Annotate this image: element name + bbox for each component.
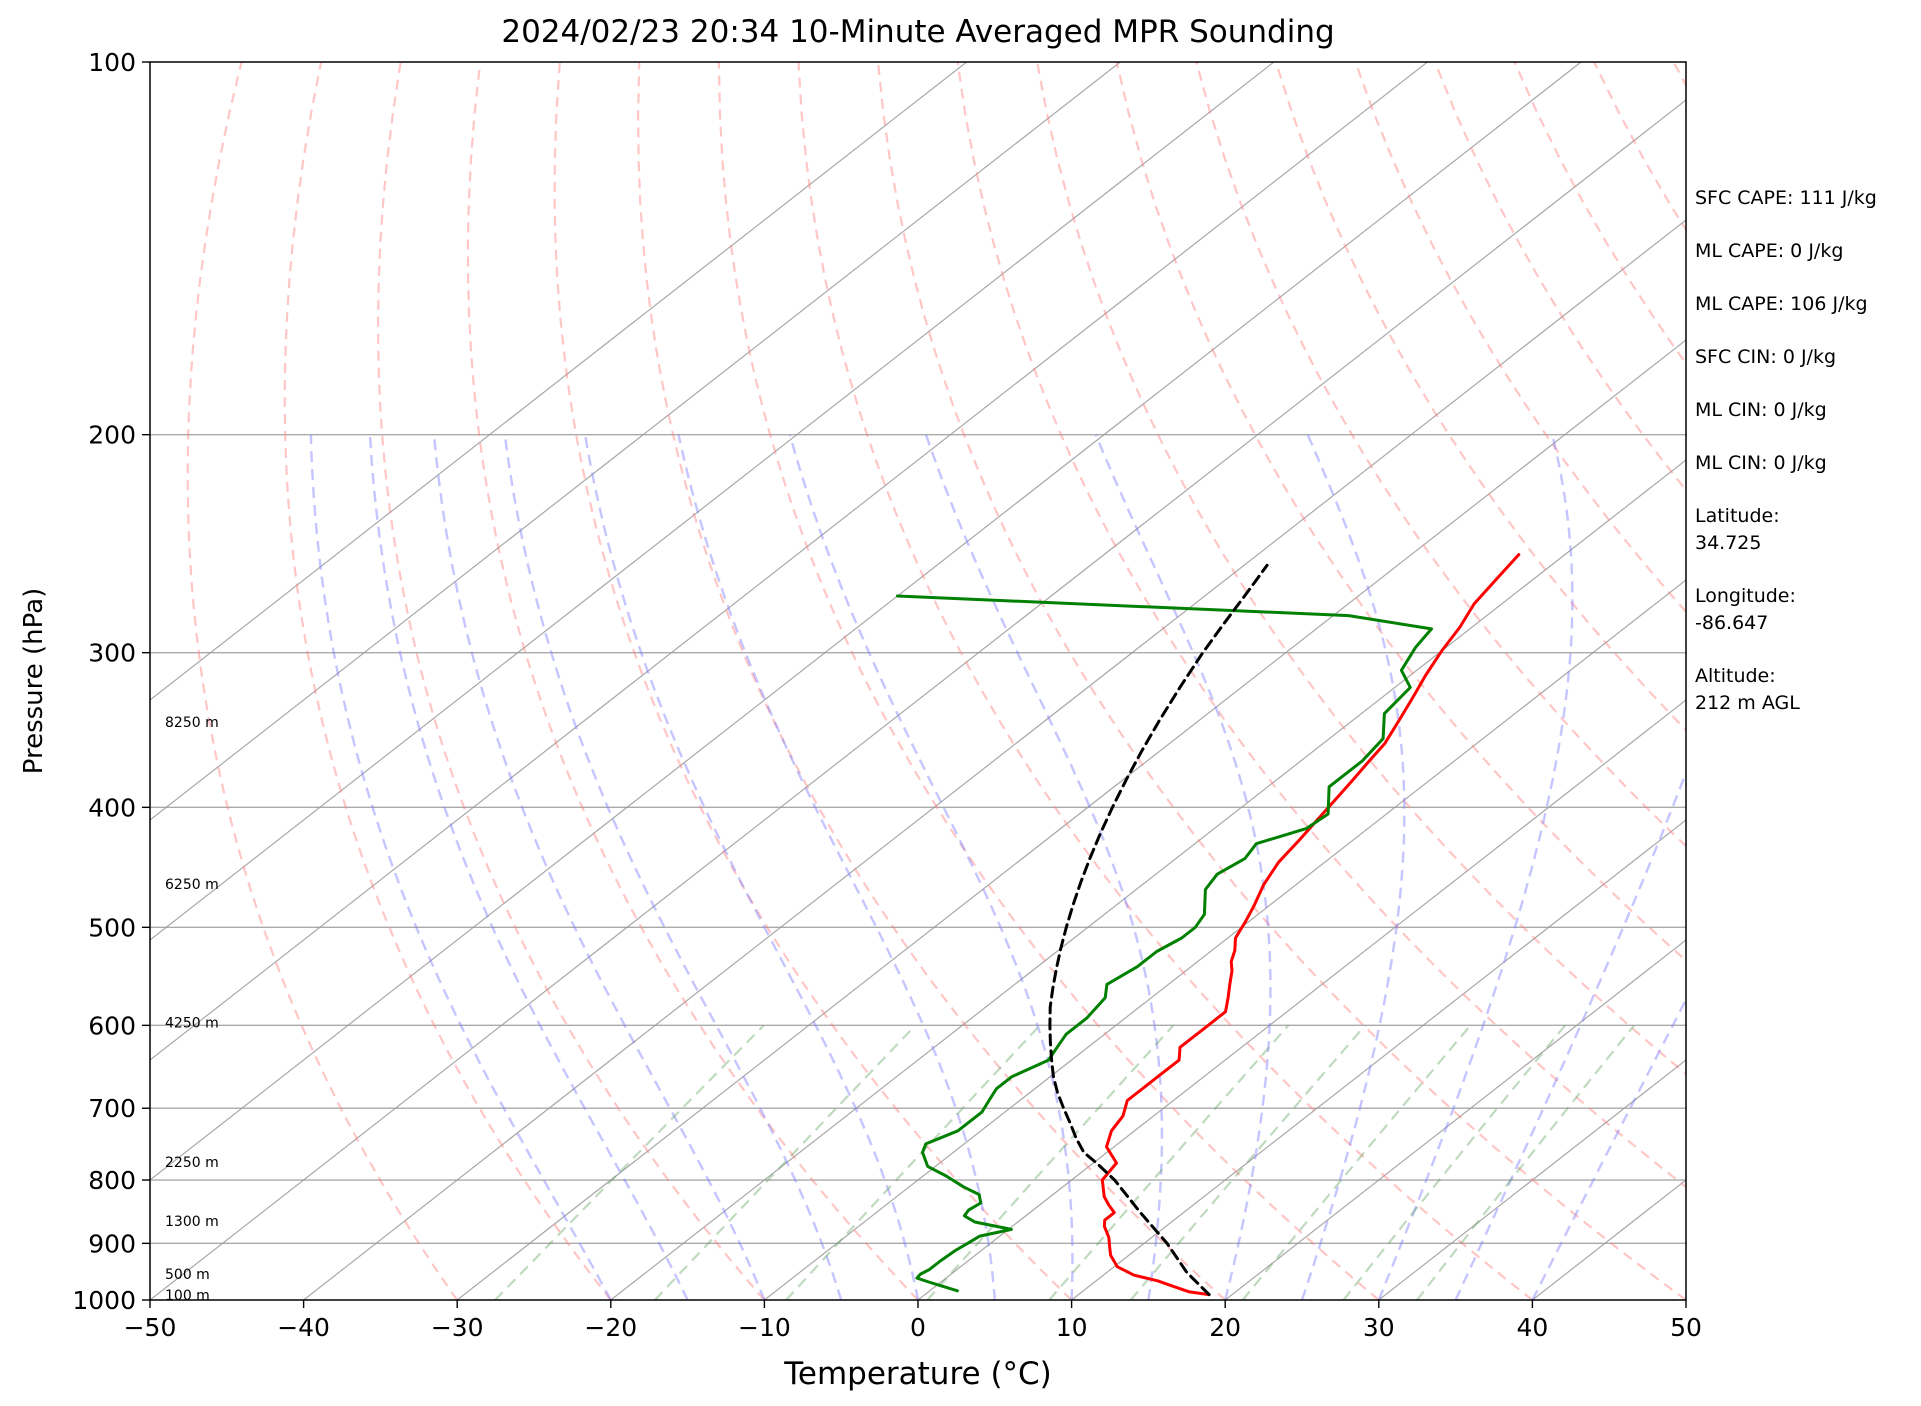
x-tick-label: −50 [124, 1313, 177, 1342]
dry-adiabat-line [466, 62, 919, 1300]
isotherm-line [1071, 819, 1686, 1300]
dry-adiabat-line [553, 62, 1073, 1300]
dry-adiabat-line [1354, 62, 1686, 614]
mixing-ratio-line [1416, 1024, 1635, 1300]
moist-adiabat-line [1531, 996, 1686, 1300]
moist-adiabat-line [432, 434, 766, 1300]
moist-adiabat-line [309, 434, 612, 1300]
moist-adiabat-line [1300, 434, 1406, 1300]
x-tick-label: −10 [738, 1313, 791, 1342]
isotherm-line [150, 99, 1686, 1300]
isotherm-line [150, 62, 1582, 1181]
moist-adiabat-line [583, 434, 920, 1300]
moist-adiabat-line [788, 434, 1074, 1300]
y-tick-label: 400 [88, 793, 136, 822]
parcel-profile-line [1048, 563, 1269, 1297]
height-label: 4250 m [165, 1016, 219, 1032]
mixing-ratio-line [785, 1024, 1041, 1300]
sfc-cape-stat: SFC CAPE: 111 J/kg [1695, 187, 1877, 209]
isotherm-line [917, 699, 1686, 1300]
mixing-ratio-line [926, 1024, 1175, 1300]
dry-adiabat-line [797, 62, 1534, 1300]
ml-cin-stat: ML CIN: 0 J/kg [1695, 399, 1827, 421]
plot-frame [149, 61, 1687, 1301]
isotherm-line [150, 62, 968, 701]
height-label: 8250 m [165, 715, 219, 731]
sfc-cin-stat: SFC CIN: 0 J/kg [1695, 346, 1837, 368]
ml-cape-stat: ML CAPE: 0 J/kg [1695, 240, 1844, 262]
y-tick-label: 800 [88, 1166, 136, 1195]
dry-adiabat-line [717, 62, 1380, 1300]
isotherm-line [456, 339, 1686, 1300]
y-tick-label: 700 [88, 1094, 136, 1123]
y-tick-label: 100 [88, 48, 136, 77]
mixing-ratio-line [1048, 1024, 1290, 1300]
x-tick-label: 50 [1670, 1313, 1702, 1342]
moist-adiabat-line [924, 434, 1164, 1300]
x-axis-label: Temperature (°C) [783, 1356, 1052, 1392]
dry-adiabat-line [186, 62, 459, 1300]
isotherm-line [303, 219, 1686, 1300]
latitude-stat: Latitude: 34.725 [1695, 505, 1780, 554]
height-label: 2250 m [165, 1155, 219, 1171]
isotherm-line [1378, 1059, 1686, 1300]
isotherm-line [150, 62, 1428, 1061]
dry-adiabat-line [1274, 62, 1686, 732]
isotherm-line [1224, 939, 1686, 1300]
chart-title: 2024/02/23 20:34 10-Minute Averaged MPR … [501, 14, 1334, 50]
height-label: 100 m [165, 1288, 210, 1304]
mixing-ratio-line [1129, 1024, 1366, 1300]
longitude-stat: Longitude: -86.647 [1695, 585, 1796, 634]
temperature-profile-line [1100, 553, 1521, 1297]
sounding-stats-panel: SFC CAPE: 111 J/kg ML CAPE: 0 J/kg ML CA… [1695, 185, 1915, 743]
isotherm-line [150, 62, 1275, 941]
ml-cape-stat-2: ML CAPE: 106 J/kg [1695, 293, 1868, 315]
x-tick-label: 20 [1209, 1313, 1241, 1342]
moist-adiabat-line [1094, 434, 1272, 1300]
isotherm-line [150, 62, 1121, 821]
mixing-ratio-line [1342, 1024, 1566, 1300]
altitude-stat: Altitude: 212 m AGL [1695, 665, 1800, 714]
dry-adiabat-line [876, 62, 1686, 1300]
x-tick-label: 30 [1363, 1313, 1395, 1342]
height-label: 1300 m [165, 1214, 219, 1230]
height-label: 500 m [165, 1267, 210, 1283]
isotherm-line [764, 579, 1686, 1300]
moist-adiabat-line [503, 434, 843, 1300]
ml-cin-stat-2: ML CIN: 0 J/kg [1695, 452, 1827, 474]
dry-adiabat-line [956, 62, 1686, 1189]
height-label: 6250 m [165, 877, 219, 893]
x-tick-label: −30 [431, 1313, 484, 1342]
x-tick-label: −20 [584, 1313, 637, 1342]
mixing-ratio-line [654, 1024, 917, 1300]
x-tick-label: 0 [910, 1313, 926, 1342]
y-tick-label: 500 [88, 913, 136, 942]
mixing-ratio-line [494, 1024, 765, 1300]
dewpoint-profile-line [896, 594, 1433, 1293]
dry-adiabat-line [636, 62, 1226, 1300]
dry-adiabat-line [1036, 62, 1686, 1076]
isotherm-line [610, 459, 1686, 1300]
x-tick-label: 40 [1516, 1313, 1548, 1342]
dry-adiabat-line [283, 62, 612, 1300]
moist-adiabat-line [1377, 434, 1574, 1300]
moist-adiabat-line [368, 434, 689, 1300]
x-tick-label: 10 [1056, 1313, 1088, 1342]
y-tick-label: 200 [88, 421, 136, 450]
y-tick-label: 300 [88, 639, 136, 668]
x-tick-label: −40 [277, 1313, 330, 1342]
y-tick-label: 1000 [72, 1286, 136, 1315]
y-tick-label: 900 [88, 1229, 136, 1258]
dry-adiabat-line [376, 62, 766, 1300]
y-axis-label: Pressure (hPa) [19, 588, 49, 775]
y-tick-label: 600 [88, 1011, 136, 1040]
